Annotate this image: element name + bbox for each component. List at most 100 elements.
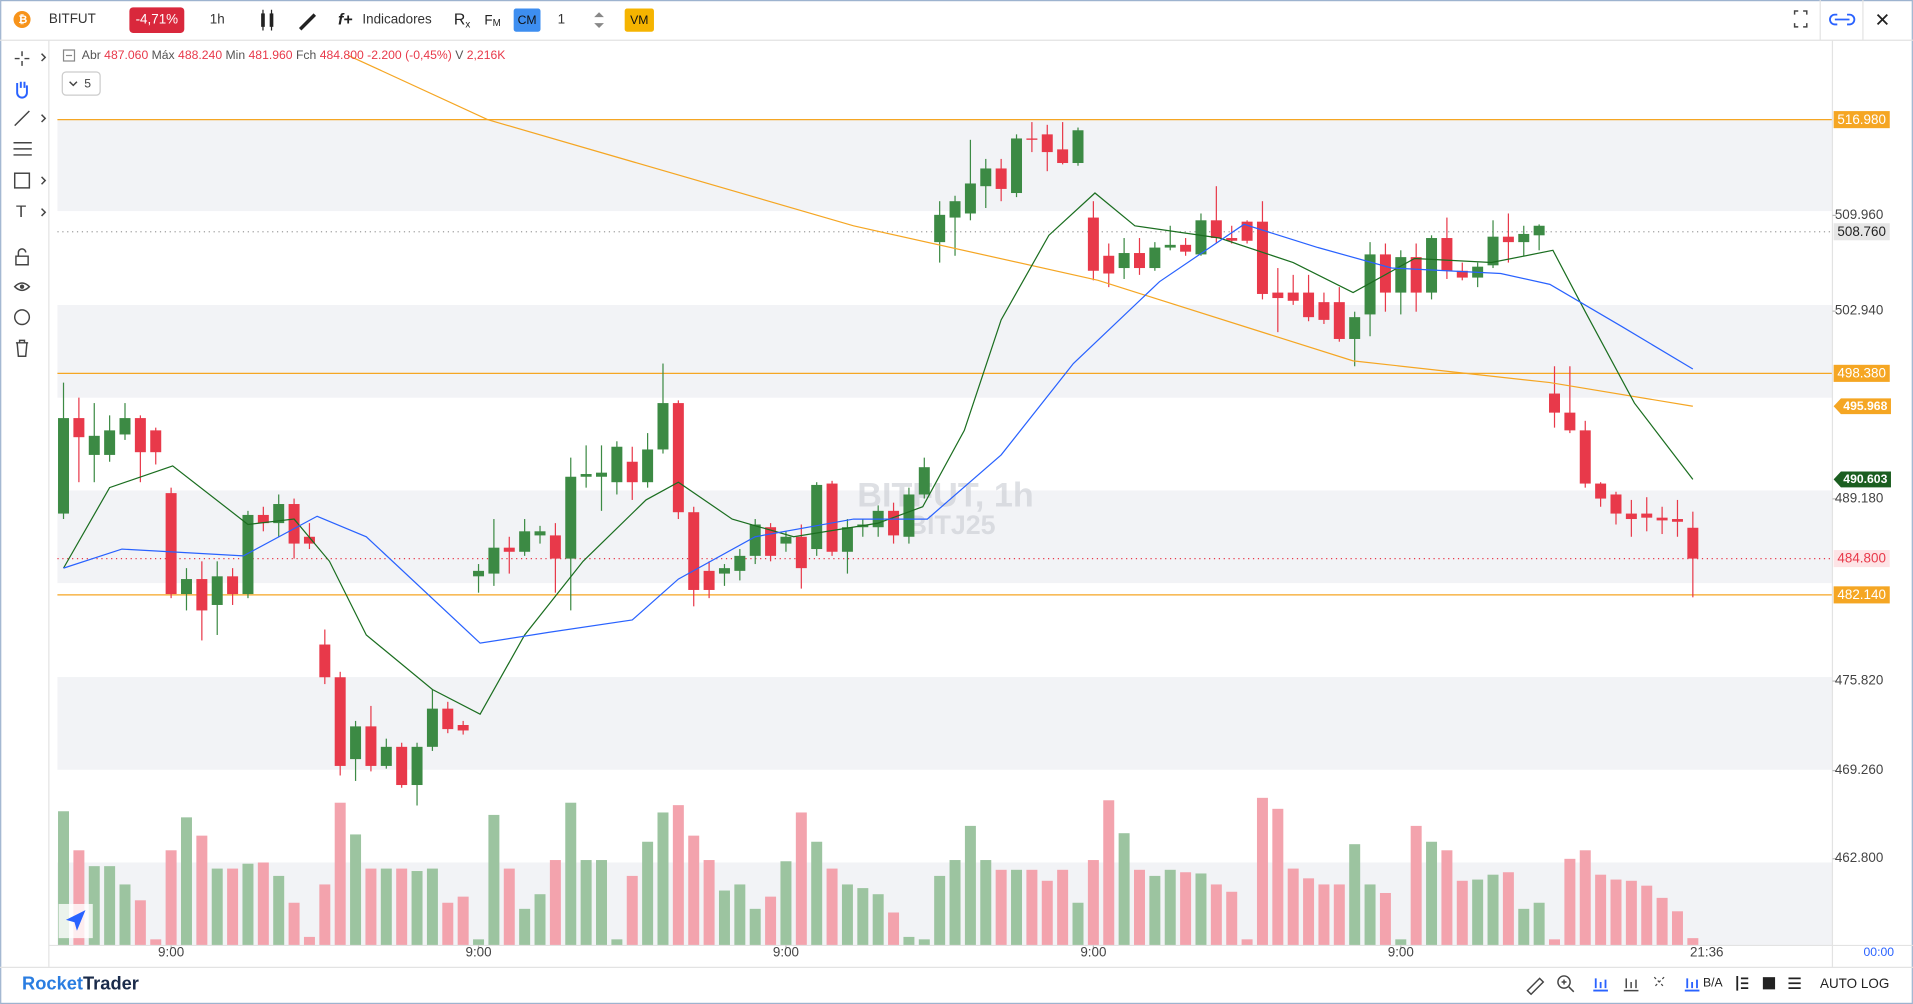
lock-tool[interactable] bbox=[15, 248, 29, 266]
brand: RocketTrader bbox=[22, 972, 139, 993]
current-time: 21:36 bbox=[1690, 944, 1724, 959]
volume-bar bbox=[257, 862, 269, 946]
indicator-count-box[interactable] bbox=[61, 71, 101, 96]
candle-body bbox=[1287, 292, 1299, 301]
brand-trader: Trader bbox=[83, 972, 139, 993]
volume-bar bbox=[888, 912, 900, 946]
candle-body bbox=[426, 708, 438, 747]
bid-ask-button[interactable]: B/A bbox=[1703, 975, 1724, 989]
bars-button[interactable] bbox=[1684, 978, 1700, 992]
coin-symbol: ₿ bbox=[18, 14, 27, 26]
symbol[interactable]: BITFUT bbox=[49, 11, 96, 26]
collapse-box[interactable] bbox=[62, 49, 76, 62]
close-button[interactable] bbox=[1876, 13, 1888, 26]
fm-button[interactable]: FM bbox=[484, 12, 500, 28]
volume-bar bbox=[1241, 939, 1253, 946]
auto-button[interactable]: AUTO bbox=[1820, 976, 1857, 991]
change-pill bbox=[129, 7, 185, 33]
text-tool[interactable]: T bbox=[16, 202, 27, 221]
volume-bar bbox=[903, 936, 915, 946]
cm-box[interactable] bbox=[513, 8, 541, 32]
log-button[interactable]: LOG bbox=[1861, 976, 1889, 991]
volume-bar bbox=[1057, 869, 1069, 946]
candle-body bbox=[1564, 412, 1576, 431]
price-tag bbox=[1833, 586, 1890, 604]
volume-bar bbox=[872, 894, 884, 946]
cm: CM bbox=[518, 13, 537, 27]
volume-bar bbox=[1579, 850, 1591, 946]
quantity[interactable]: 1 bbox=[558, 12, 565, 27]
price-tag-label: 508.760 bbox=[1837, 224, 1885, 239]
stop-button[interactable] bbox=[1762, 977, 1776, 990]
draw-button[interactable] bbox=[298, 13, 317, 31]
trash-tool[interactable] bbox=[15, 339, 29, 357]
candle-body bbox=[365, 726, 377, 766]
indicators-button[interactable]: Indicadores bbox=[362, 12, 432, 27]
volume-bar bbox=[857, 888, 869, 946]
eye-tool[interactable] bbox=[13, 282, 31, 292]
candle-body bbox=[1533, 225, 1545, 236]
volume-bar bbox=[1502, 872, 1514, 946]
candle-body bbox=[1272, 292, 1284, 299]
candle-body bbox=[1456, 270, 1468, 278]
fm: F bbox=[484, 12, 492, 27]
hand-tool[interactable] bbox=[16, 81, 28, 99]
close-label: Fch bbox=[296, 48, 316, 62]
candle-body bbox=[596, 472, 607, 477]
link-button[interactable] bbox=[1829, 13, 1856, 26]
volume-bar bbox=[1441, 850, 1453, 946]
volume-bar bbox=[841, 884, 853, 946]
volume-bar bbox=[227, 868, 239, 946]
line-tool[interactable] bbox=[14, 110, 30, 127]
volume-bar bbox=[503, 868, 515, 946]
profile-button[interactable] bbox=[1623, 978, 1639, 992]
vm: VM bbox=[630, 13, 648, 27]
candle-body bbox=[380, 746, 392, 766]
volume-bar bbox=[1610, 879, 1622, 946]
candle-body bbox=[1333, 302, 1345, 339]
volume-bar bbox=[1379, 892, 1391, 946]
volume-button[interactable] bbox=[1593, 978, 1608, 992]
rx-button[interactable]: Rx bbox=[454, 12, 470, 30]
candle-body bbox=[319, 644, 331, 678]
volume-bar bbox=[826, 868, 838, 946]
price-tag-label: 516.980 bbox=[1837, 112, 1885, 127]
lines-tool[interactable] bbox=[13, 141, 32, 156]
interval[interactable]: 1h bbox=[210, 12, 225, 27]
candle-body bbox=[1164, 244, 1176, 248]
book-button[interactable] bbox=[1736, 975, 1749, 991]
candle-body bbox=[119, 418, 131, 435]
help-tool[interactable] bbox=[13, 309, 31, 326]
volume-bar bbox=[1656, 897, 1668, 946]
menu-button[interactable] bbox=[1788, 977, 1801, 990]
ruler-button[interactable] bbox=[1526, 977, 1545, 996]
crosshair-tool[interactable] bbox=[14, 51, 30, 66]
rect-tool[interactable] bbox=[13, 172, 31, 189]
zoom-button[interactable] bbox=[1557, 975, 1571, 989]
candle-body bbox=[1149, 247, 1161, 269]
volume-bar bbox=[1472, 879, 1484, 946]
candle-body bbox=[273, 504, 285, 524]
price-tag-label: 498.380 bbox=[1837, 366, 1885, 381]
volume-bar bbox=[1087, 860, 1099, 946]
candle-body bbox=[934, 214, 946, 243]
volume-bar bbox=[1026, 869, 1038, 946]
candle-body bbox=[1549, 393, 1560, 413]
candle-body bbox=[88, 435, 100, 455]
candle-body bbox=[718, 568, 730, 574]
x-tick-label: 9:00 bbox=[158, 944, 184, 959]
grid-button[interactable] bbox=[1653, 976, 1665, 988]
volume-bar bbox=[1041, 880, 1053, 946]
fullscreen-button[interactable] bbox=[1793, 10, 1808, 28]
vm-box[interactable] bbox=[624, 8, 654, 32]
open-value: 487.060 bbox=[104, 48, 148, 62]
volume-bar bbox=[1364, 884, 1376, 946]
volume-bar bbox=[1210, 884, 1222, 946]
candle-body bbox=[1303, 292, 1315, 318]
quantity-spinner[interactable] bbox=[594, 12, 604, 29]
candle-body bbox=[288, 504, 300, 544]
candle-type-button[interactable] bbox=[261, 9, 274, 31]
fm-sub: M bbox=[493, 18, 501, 29]
y-tick-label: 475.820 bbox=[1835, 673, 1883, 688]
candle-body bbox=[411, 746, 423, 786]
